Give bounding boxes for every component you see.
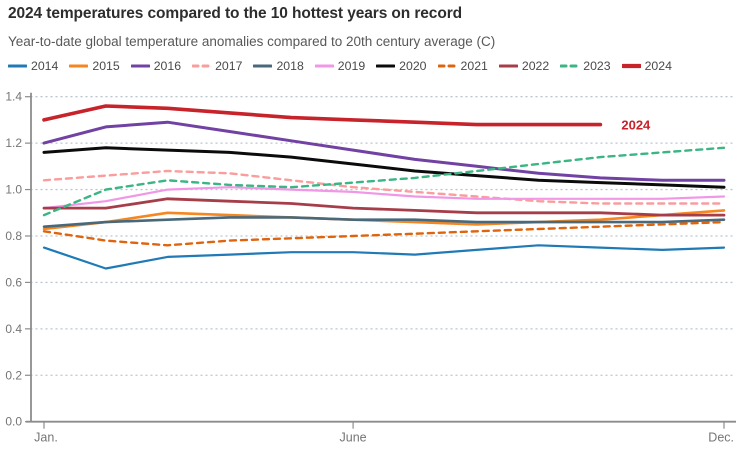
line-2018	[42, 216, 726, 228]
line-2024	[42, 104, 603, 127]
legend-item-2018: 2018	[253, 59, 304, 73]
y-tick-label: 1.0	[5, 183, 22, 197]
legend-label: 2020	[399, 59, 427, 73]
x-tick-label: June	[340, 431, 367, 445]
legend-swatch-2024	[621, 63, 641, 69]
legend-label: 2022	[521, 59, 550, 73]
legend-item-2022: 2022	[498, 59, 550, 73]
legend-label: 2019	[337, 59, 366, 73]
legend-item-2024: 2024	[621, 59, 672, 73]
y-tick-label: 0.6	[5, 275, 22, 289]
legend-label: 2017	[215, 59, 243, 73]
legend-item-2017: 2017	[192, 59, 242, 73]
line-2014	[42, 244, 726, 270]
legend-label: 2014	[31, 59, 59, 73]
y-tick-label: 1.4	[5, 90, 22, 104]
legend-label: 2018	[276, 59, 304, 73]
line-2020	[42, 146, 726, 189]
legend-swatch-2014	[8, 64, 27, 68]
legend-swatch-2016	[130, 64, 150, 68]
y-tick-label: 0.2	[5, 368, 22, 382]
chart-subtitle: Year-to-date global temperature anomalie…	[8, 34, 496, 49]
legend-swatch-2019	[314, 64, 334, 68]
legend-item-2021: 2021	[437, 59, 488, 73]
legend-item-2023: 2023	[560, 59, 611, 73]
legend-swatch-2021	[437, 64, 457, 68]
legend-label: 2015	[92, 59, 120, 73]
legend-item-2020: 2020	[376, 59, 427, 73]
legend-label: 2024	[644, 59, 672, 73]
legend-swatch-2020	[376, 64, 396, 68]
legend-swatch-2018	[253, 64, 273, 68]
legend-label: 2021	[460, 59, 488, 73]
line-end-label-2024: 2024	[621, 118, 651, 133]
x-tick-label: Jan.	[34, 431, 58, 445]
line-2022	[42, 197, 726, 217]
chart-legend: 2014 2015 2016 2017 2018 2019 2020 2021 2022 2023…	[8, 58, 672, 74]
line-2016	[42, 120, 726, 182]
line-2023	[42, 146, 726, 217]
legend-item-2014: 2014	[8, 59, 58, 73]
y-tick-label: 0.4	[5, 322, 22, 336]
y-tick-label: 1.2	[5, 136, 22, 150]
legend-swatch-2015	[69, 64, 89, 68]
line-2019	[42, 186, 726, 210]
legend-swatch-2017	[192, 64, 212, 68]
y-tick-label: 0.8	[5, 229, 22, 243]
legend-item-2016: 2016	[130, 59, 182, 73]
line-2017	[42, 169, 726, 205]
legend-swatch-2023	[560, 64, 580, 68]
y-tick-label: 0.0	[5, 415, 22, 429]
legend-item-2019: 2019	[314, 59, 366, 73]
legend-label: 2016	[153, 59, 182, 73]
x-tick-label: Dec.	[708, 431, 734, 445]
line-2021	[42, 220, 726, 247]
legend-label: 2023	[583, 59, 611, 73]
chart-title: 2024 temperatures compared to the 10 hot…	[8, 5, 462, 22]
legend-swatch-2022	[498, 64, 518, 68]
legend-item-2015: 2015	[69, 59, 120, 73]
